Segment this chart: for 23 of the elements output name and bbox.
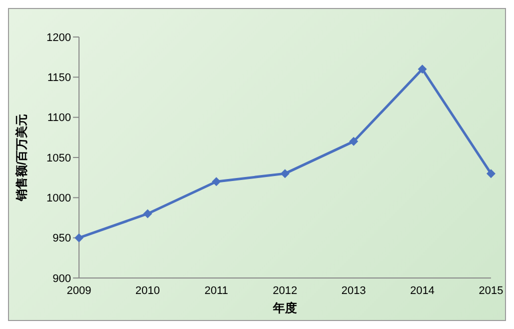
y-tick-label: 1100 (47, 112, 71, 124)
y-axis-title: 销售额/百万美元 (14, 114, 28, 202)
y-tick-label: 950 (52, 232, 71, 245)
x-axis-title: 年度 (272, 301, 297, 315)
x-tick-label: 2010 (135, 284, 160, 297)
point (486, 169, 496, 178)
y-tick-label: 1200 (46, 32, 71, 44)
x-tick-label: 2009 (66, 284, 92, 297)
y-tick-label: 900 (52, 272, 71, 285)
x-tick-label: 2012 (272, 284, 298, 297)
point (212, 177, 221, 186)
x-tick-label: 2014 (410, 284, 435, 297)
x-tick-label: 2011 (204, 284, 228, 297)
y-tick-label: 1050 (46, 152, 71, 164)
point (280, 169, 290, 178)
point (418, 64, 427, 74)
x-tick-label: 2013 (341, 284, 366, 297)
point (349, 136, 358, 146)
point (143, 209, 152, 218)
x-tick-label: 2015 (478, 284, 504, 297)
y-tick-label: 1150 (47, 72, 71, 84)
point (74, 233, 84, 242)
y-tick-label: 1000 (46, 192, 71, 205)
